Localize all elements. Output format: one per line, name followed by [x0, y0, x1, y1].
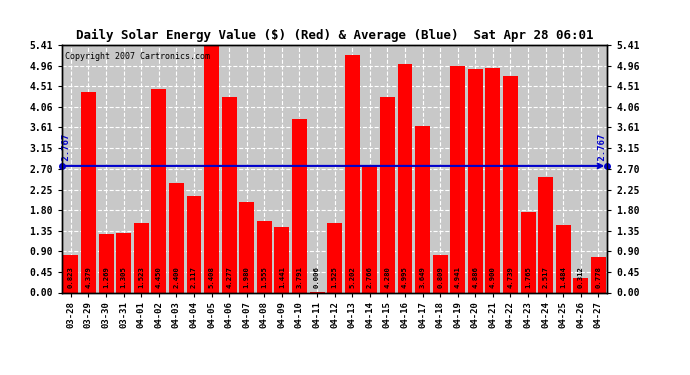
- Bar: [81, 92, 96, 292]
- Text: 2.767: 2.767: [62, 134, 71, 166]
- Text: 1.765: 1.765: [525, 266, 531, 288]
- Bar: [397, 64, 413, 292]
- Text: 1.305: 1.305: [121, 266, 127, 288]
- Text: 0.006: 0.006: [314, 266, 320, 288]
- Text: 1.555: 1.555: [262, 266, 267, 288]
- Text: 1.441: 1.441: [279, 266, 285, 288]
- Text: 1.523: 1.523: [138, 266, 144, 288]
- Bar: [151, 89, 166, 292]
- Bar: [345, 54, 359, 292]
- Bar: [116, 233, 131, 292]
- Text: 4.280: 4.280: [384, 266, 391, 288]
- Bar: [573, 278, 589, 292]
- Text: 4.450: 4.450: [156, 266, 162, 288]
- Text: Copyright 2007 Cartronics.com: Copyright 2007 Cartronics.com: [65, 53, 210, 62]
- Text: 1.484: 1.484: [560, 266, 566, 288]
- Bar: [257, 221, 272, 292]
- Text: 3.791: 3.791: [297, 266, 302, 288]
- Text: 1.525: 1.525: [332, 266, 337, 288]
- Text: 5.408: 5.408: [208, 266, 215, 288]
- Text: 2.400: 2.400: [173, 266, 179, 288]
- Bar: [275, 226, 289, 292]
- Text: 1.269: 1.269: [103, 266, 109, 288]
- Text: 4.900: 4.900: [490, 266, 496, 288]
- Text: 0.823: 0.823: [68, 266, 74, 288]
- Bar: [292, 119, 307, 292]
- Text: 0.312: 0.312: [578, 266, 584, 288]
- Text: 2.517: 2.517: [542, 266, 549, 288]
- Bar: [433, 255, 448, 292]
- Text: 4.277: 4.277: [226, 266, 232, 288]
- Text: 5.202: 5.202: [349, 266, 355, 288]
- Text: 2.767: 2.767: [598, 134, 607, 166]
- Bar: [63, 255, 79, 292]
- Bar: [221, 97, 237, 292]
- Bar: [204, 45, 219, 292]
- Text: 4.379: 4.379: [86, 266, 92, 288]
- Bar: [538, 177, 553, 292]
- Text: 4.995: 4.995: [402, 266, 408, 288]
- Bar: [239, 202, 254, 292]
- Bar: [486, 68, 500, 292]
- Text: 1.980: 1.980: [244, 266, 250, 288]
- Bar: [380, 97, 395, 292]
- Bar: [134, 223, 149, 292]
- Title: Daily Solar Energy Value ($) (Red) & Average (Blue)  Sat Apr 28 06:01: Daily Solar Energy Value ($) (Red) & Ave…: [76, 29, 593, 42]
- Bar: [186, 196, 201, 292]
- Bar: [99, 234, 114, 292]
- Bar: [520, 212, 535, 292]
- Bar: [451, 66, 465, 292]
- Bar: [362, 166, 377, 292]
- Bar: [468, 69, 483, 292]
- Text: 3.649: 3.649: [420, 266, 426, 288]
- Bar: [591, 257, 606, 292]
- Bar: [327, 223, 342, 292]
- Bar: [169, 183, 184, 292]
- Text: 2.766: 2.766: [367, 266, 373, 288]
- Text: 0.778: 0.778: [595, 266, 602, 288]
- Bar: [415, 126, 430, 292]
- Bar: [503, 76, 518, 292]
- Text: 4.886: 4.886: [473, 266, 478, 288]
- Text: 2.117: 2.117: [191, 266, 197, 288]
- Bar: [555, 225, 571, 292]
- Text: 4.941: 4.941: [455, 266, 461, 288]
- Text: 4.739: 4.739: [507, 266, 513, 288]
- Text: 0.809: 0.809: [437, 266, 443, 288]
